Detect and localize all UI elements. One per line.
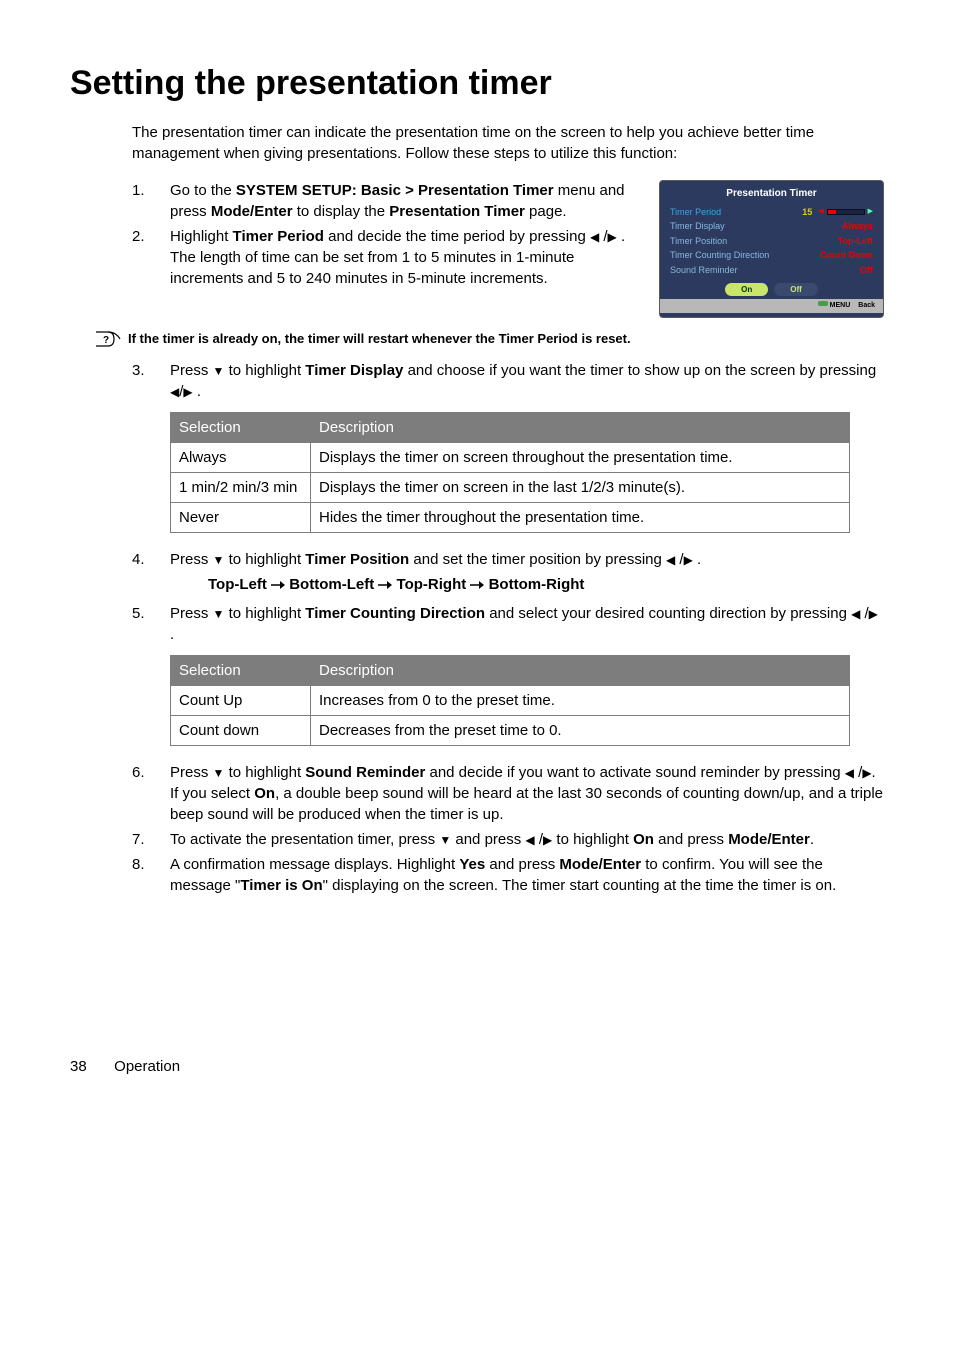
- step-7: 7. To activate the presentation timer, p…: [132, 829, 884, 850]
- table-row: 1 min/2 min/3 minDisplays the timer on s…: [171, 472, 850, 502]
- step-number: 1.: [132, 180, 170, 222]
- osd-row: Timer DisplayAlways: [660, 219, 883, 234]
- osd-slider: 15 ◀ ▶: [802, 206, 873, 219]
- right-arrow-icon: ▶: [543, 832, 552, 849]
- step-2: 2. Highlight Timer Period and decide the…: [132, 226, 643, 289]
- step-number: 4.: [132, 549, 170, 599]
- left-arrow-icon: ◀: [851, 606, 860, 623]
- page-heading: Setting the presentation timer: [70, 60, 884, 108]
- note-text: If the timer is already on, the timer wi…: [128, 330, 631, 348]
- step-number: 5.: [132, 603, 170, 645]
- table-header: Selection: [171, 412, 311, 442]
- step-text: Press ▼ to highlight Sound Reminder and …: [170, 762, 884, 825]
- down-arrow-icon: ▼: [213, 765, 225, 782]
- page-footer: 38 Operation: [70, 1056, 884, 1077]
- step-text: A confirmation message displays. Highlig…: [170, 854, 884, 896]
- step-text: Press ▼ to highlight Timer Display and c…: [170, 360, 884, 402]
- step-6: 6. Press ▼ to highlight Sound Reminder a…: [132, 762, 884, 825]
- timer-display-table: SelectionDescription AlwaysDisplays the …: [170, 412, 850, 533]
- table-header: Description: [311, 412, 850, 442]
- step-text: Press ▼ to highlight Timer Counting Dire…: [170, 603, 884, 645]
- table-header: Description: [311, 655, 850, 685]
- intro-paragraph: The presentation timer can indicate the …: [132, 122, 884, 164]
- left-arrow-icon: ◀: [590, 229, 599, 246]
- left-arrow-icon: ◀: [170, 384, 179, 401]
- table-row: Count UpIncreases from 0 to the preset t…: [171, 685, 850, 715]
- step-text: Go to the SYSTEM SETUP: Basic > Presenta…: [170, 180, 643, 222]
- step-number: 6.: [132, 762, 170, 825]
- osd-panel: Presentation Timer Timer Period 15 ◀ ▶ T…: [659, 180, 884, 318]
- step-1: 1. Go to the SYSTEM SETUP: Basic > Prese…: [132, 180, 643, 222]
- position-sequence: Top-Left Bottom-Left Top-Right Bottom-Ri…: [208, 574, 884, 595]
- note-icon: ?: [94, 330, 122, 348]
- osd-back-label: Back: [858, 301, 875, 311]
- right-arrow-icon: ▶: [684, 552, 693, 569]
- step-text: To activate the presentation timer, pres…: [170, 829, 884, 850]
- step-3: 3. Press ▼ to highlight Timer Display an…: [132, 360, 884, 402]
- table-row: NeverHides the timer throughout the pres…: [171, 502, 850, 532]
- osd-bottom-bar: MENU Back: [660, 299, 883, 313]
- down-arrow-icon: ▼: [213, 552, 225, 569]
- left-arrow-icon: ◀: [525, 832, 534, 849]
- step-8: 8. A confirmation message displays. High…: [132, 854, 884, 896]
- step-number: 3.: [132, 360, 170, 402]
- right-arrow-icon: ▶: [183, 384, 192, 401]
- note-callout: ? If the timer is already on, the timer …: [94, 330, 884, 348]
- step-5: 5. Press ▼ to highlight Timer Counting D…: [132, 603, 884, 645]
- osd-title: Presentation Timer: [660, 187, 883, 201]
- arrow-right-icon: [271, 580, 285, 590]
- left-arrow-icon: ◀: [666, 552, 675, 569]
- right-arrow-icon: ▶: [862, 765, 871, 782]
- osd-row-timer-period: Timer Period 15 ◀ ▶: [660, 205, 883, 220]
- osd-row: Timer PositionTop-Left: [660, 234, 883, 249]
- step-number: 2.: [132, 226, 170, 289]
- step-text: Highlight Timer Period and decide the ti…: [170, 226, 643, 289]
- osd-off-button: Off: [774, 283, 818, 296]
- osd-button-row: On Off: [660, 283, 883, 296]
- step-text: Press ▼ to highlight Timer Position and …: [170, 549, 884, 599]
- right-arrow-icon: ▶: [869, 606, 878, 623]
- osd-on-button: On: [725, 283, 768, 296]
- table-row: AlwaysDisplays the timer on screen throu…: [171, 442, 850, 472]
- step-number: 8.: [132, 854, 170, 896]
- down-arrow-icon: ▼: [439, 832, 451, 849]
- section-label: Operation: [114, 1058, 180, 1075]
- svg-text:?: ?: [103, 335, 109, 346]
- osd-row: Timer Counting DirectionCount Down: [660, 248, 883, 263]
- osd-row: Sound ReminderOff: [660, 263, 883, 278]
- page-number: 38: [70, 1056, 110, 1077]
- left-arrow-icon: ◀: [845, 765, 854, 782]
- step-4: 4. Press ▼ to highlight Timer Position a…: [132, 549, 884, 599]
- counting-direction-table: SelectionDescription Count UpIncreases f…: [170, 655, 850, 746]
- down-arrow-icon: ▼: [213, 363, 225, 380]
- arrow-right-icon: [378, 580, 392, 590]
- table-header: Selection: [171, 655, 311, 685]
- table-row: Count downDecreases from the preset time…: [171, 715, 850, 745]
- right-arrow-icon: ▶: [608, 229, 617, 246]
- down-arrow-icon: ▼: [213, 606, 225, 623]
- arrow-right-icon: [470, 580, 484, 590]
- osd-menu-label: MENU: [818, 301, 851, 311]
- step-number: 7.: [132, 829, 170, 850]
